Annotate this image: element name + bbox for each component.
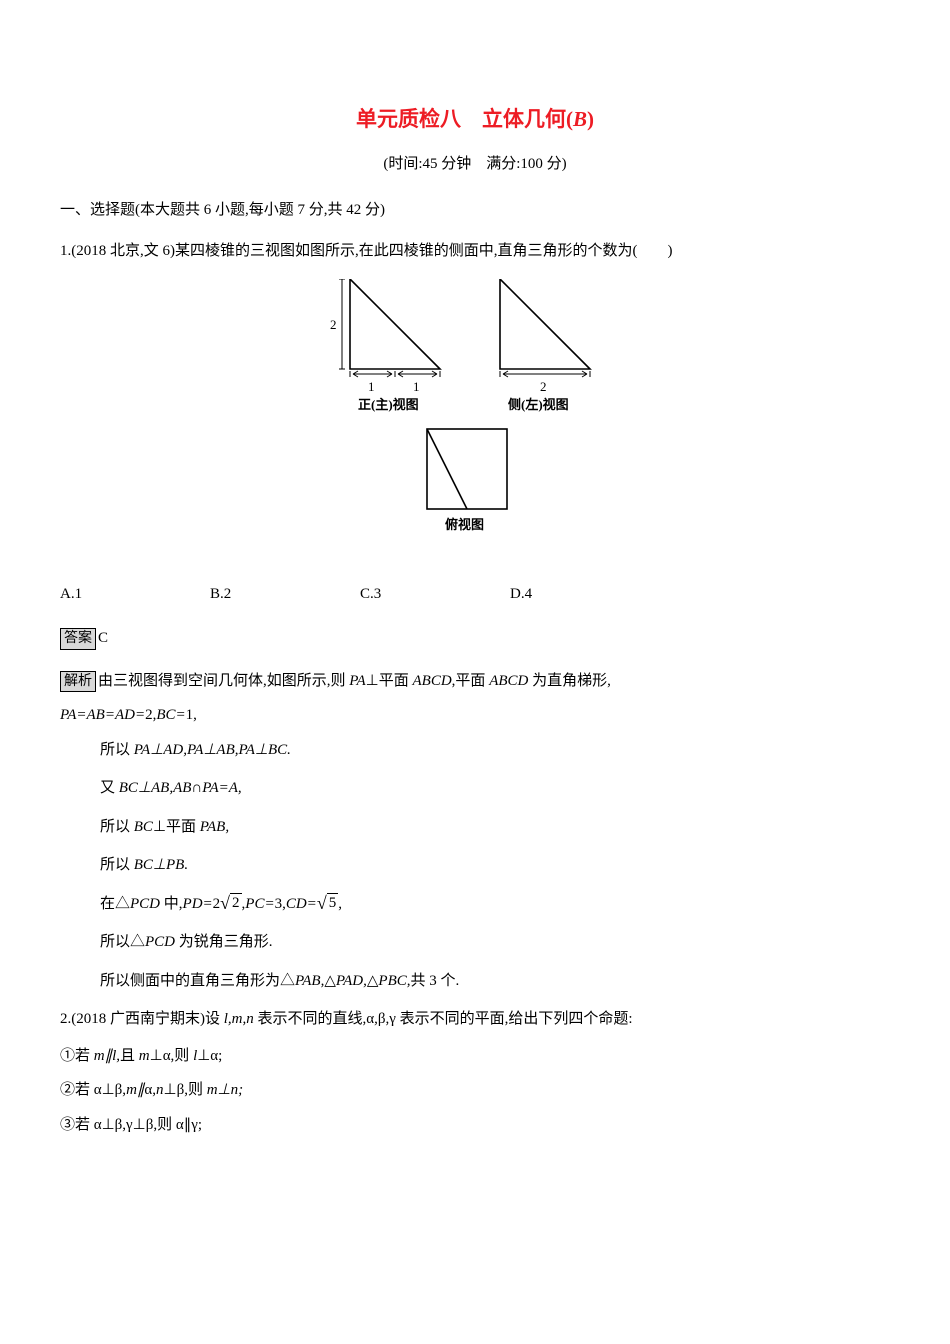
t: m	[139, 1048, 150, 1064]
t: 2,	[145, 707, 156, 723]
t: l,m,n	[224, 1011, 254, 1027]
t: 1,	[186, 707, 197, 723]
t: ⊥α;	[197, 1048, 222, 1064]
t: 所以△	[100, 934, 145, 950]
t: PA⊥AD,PA⊥AB,PA⊥BC.	[134, 742, 291, 758]
answer-row: 答案C	[60, 624, 890, 653]
analysis-line6: 所以 BC⊥PB.	[60, 851, 890, 880]
t: m∥l,	[94, 1048, 120, 1064]
page-title: 单元质检八 立体几何(B)	[60, 100, 890, 140]
t: m∥	[126, 1082, 144, 1098]
t: 又	[100, 780, 119, 796]
option-b: B.2	[210, 580, 360, 609]
svg-text:俯视图: 俯视图	[445, 517, 484, 532]
t: PCD	[130, 896, 160, 912]
analysis-line5: 所以 BC⊥平面 PAB,	[60, 813, 890, 842]
svg-text:正(主)视图: 正(主)视图	[358, 397, 419, 412]
t: ③若 α⊥β,γ⊥β,则 α∥γ;	[60, 1117, 202, 1133]
t: BC=	[156, 707, 185, 723]
title-part1: 单元质检八	[356, 107, 461, 131]
answer-label: 答案	[60, 628, 96, 650]
analysis-line1: 解析由三视图得到空间几何体,如图所示,则 PA⊥平面 ABCD,平面 ABCD …	[60, 667, 890, 696]
t: 在△	[100, 896, 130, 912]
t: PC=	[245, 896, 274, 912]
t: 共 3 个.	[411, 973, 460, 989]
t: ②若 α⊥β,	[60, 1082, 126, 1098]
q1-figure: 2 1 1 正(主)视图	[60, 279, 890, 550]
svg-text:2: 2	[330, 317, 337, 332]
q2-item1: ①若 m∥l,且 m⊥α,则 l⊥α;	[60, 1042, 890, 1071]
t: PA=AB=AD=	[60, 707, 145, 723]
t: ①若	[60, 1048, 94, 1064]
option-d: D.4	[510, 580, 660, 609]
svg-text:侧(左)视图: 侧(左)视图	[508, 397, 569, 412]
t: CD=	[286, 896, 317, 912]
q2-text: 2.(2018 广西南宁期末)设 l,m,n 表示不同的直线,α,β,γ 表示不…	[60, 1005, 890, 1034]
t: ,平面	[452, 673, 490, 689]
t: PAD,	[336, 973, 367, 989]
option-c: C.3	[360, 580, 510, 609]
t: 由三视图得到空间几何体,如图所示,则	[98, 673, 349, 689]
analysis-label: 解析	[60, 671, 96, 693]
q1-options: A.1 B.2 C.3 D.4	[60, 580, 890, 609]
t: 所以	[100, 742, 134, 758]
t: BC	[134, 819, 153, 835]
title-part2: 立体几何(	[482, 107, 573, 131]
title-spacer	[461, 107, 482, 131]
t: 3,	[275, 896, 286, 912]
t: 所以侧面中的直角三角形为△	[100, 973, 295, 989]
t: 所以	[100, 857, 134, 873]
svg-text:1: 1	[368, 379, 375, 394]
t: ⊥平面	[153, 819, 200, 835]
t: α,	[144, 1082, 156, 1098]
title-italic: B	[573, 107, 587, 131]
t: ⊥β,则	[164, 1082, 207, 1098]
t: PA	[349, 673, 365, 689]
t: ,	[338, 896, 342, 912]
t: ⊥平面	[366, 673, 413, 689]
three-view-svg: 2 1 1 正(主)视图	[315, 279, 635, 539]
t: △	[324, 973, 336, 989]
t: 所以	[100, 819, 134, 835]
section-header: 一、选择题(本大题共 6 小题,每小题 7 分,共 42 分)	[60, 196, 890, 225]
t: 为锐角三角形.	[175, 934, 273, 950]
t: 为直角梯形,	[528, 673, 611, 689]
t: △	[367, 973, 379, 989]
sqrt-2: √2	[220, 893, 241, 912]
q2-item2: ②若 α⊥β,m∥α,n⊥β,则 m⊥n;	[60, 1076, 890, 1105]
subtitle: (时间:45 分钟 满分:100 分)	[60, 150, 890, 179]
analysis-line4: 又 BC⊥AB,AB∩PA=A,	[60, 774, 890, 803]
t: ⊥α,则	[150, 1048, 193, 1064]
t: PAB,	[295, 973, 324, 989]
t: n	[156, 1082, 164, 1098]
t: m⊥n;	[207, 1082, 243, 1098]
t: BC⊥AB,AB∩PA=A,	[119, 780, 242, 796]
svg-text:1: 1	[413, 379, 420, 394]
option-a: A.1	[60, 580, 210, 609]
t: 中,	[160, 896, 183, 912]
t: PCD	[145, 934, 175, 950]
t: ABCD	[413, 673, 452, 689]
t: BC⊥PB.	[134, 857, 188, 873]
analysis-line7: 在△PCD 中,PD=2√2,PC=3,CD=√5,	[60, 890, 890, 919]
title-part3: )	[587, 107, 594, 131]
t: 2.(2018 广西南宁期末)设	[60, 1011, 224, 1027]
answer-value: C	[98, 630, 108, 646]
sqrt-5: √5	[317, 893, 338, 912]
analysis-line2: PA=AB=AD=2,BC=1,	[60, 701, 890, 730]
t: ABCD	[489, 673, 528, 689]
t: PBC,	[378, 973, 410, 989]
t: PD=	[183, 896, 213, 912]
t: 且	[120, 1048, 139, 1064]
analysis-line3: 所以 PA⊥AD,PA⊥AB,PA⊥BC.	[60, 736, 890, 765]
q2-item3: ③若 α⊥β,γ⊥β,则 α∥γ;	[60, 1111, 890, 1140]
page: 单元质检八 立体几何(B) (时间:45 分钟 满分:100 分) 一、选择题(…	[0, 0, 950, 1205]
svg-text:2: 2	[540, 379, 547, 394]
t: 表示不同的直线,α,β,γ 表示不同的平面,给出下列四个命题:	[254, 1011, 633, 1027]
q1-text: 1.(2018 北京,文 6)某四棱锥的三视图如图所示,在此四棱锥的侧面中,直角…	[60, 237, 890, 266]
t: PAB,	[200, 819, 229, 835]
analysis-line8: 所以△PCD 为锐角三角形.	[60, 928, 890, 957]
analysis-line9: 所以侧面中的直角三角形为△PAB,△PAD,△PBC,共 3 个.	[60, 967, 890, 996]
t: 2	[213, 896, 221, 912]
